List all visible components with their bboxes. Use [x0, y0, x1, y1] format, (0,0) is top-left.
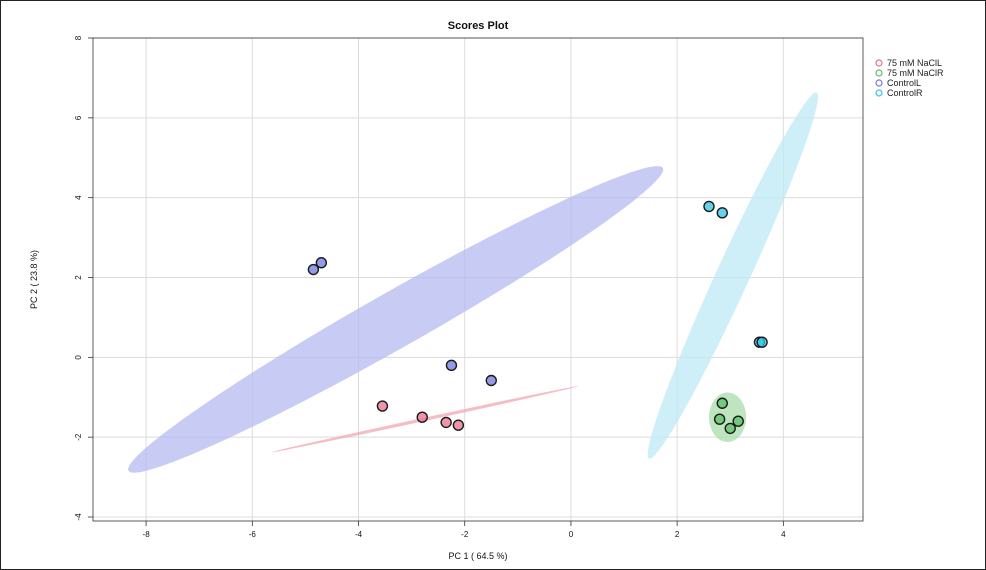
data-point — [307, 263, 320, 276]
data-point — [703, 200, 715, 213]
data-point — [716, 397, 728, 409]
x-tick-label: -8 — [143, 530, 151, 539]
y-tick-label: 2 — [74, 275, 83, 280]
confidence-ellipse — [647, 92, 819, 459]
legend-label: 75 mM NaClR — [887, 68, 944, 78]
y-tick-label: -2 — [74, 433, 83, 441]
chart-title: Scores Plot — [448, 20, 509, 32]
confidence-ellipses — [128, 92, 819, 473]
data-point — [416, 411, 428, 423]
y-tick-label: -4 — [74, 513, 83, 521]
data-point — [452, 419, 465, 431]
data-point — [724, 422, 736, 435]
legend-label: ControlL — [887, 78, 921, 88]
legend-marker — [875, 59, 883, 67]
y-tick-label: 6 — [74, 115, 83, 120]
legend-marker — [875, 79, 883, 87]
x-tick-label: 2 — [675, 530, 680, 539]
data-point — [440, 416, 452, 429]
plot-border — [92, 37, 864, 522]
x-tick-label: 4 — [781, 530, 786, 539]
data-point — [376, 400, 389, 412]
legend-label: 75 mM NaClL — [887, 58, 942, 68]
data-points — [307, 200, 768, 435]
data-point — [713, 413, 726, 425]
data-point — [716, 207, 728, 219]
data-point — [732, 415, 744, 427]
axes: -8 -6 -4 -2 0 2 4 -4 -2 0 2 4 6 8 — [74, 35, 864, 539]
y-tick-label: 4 — [74, 195, 83, 200]
x-tick-label: -2 — [461, 530, 469, 539]
y-tick-label: 8 — [74, 35, 83, 40]
legend-label: ControlR — [887, 88, 923, 98]
x-tick-label: -6 — [249, 530, 257, 539]
x-tick-label: 0 — [569, 530, 574, 539]
data-point — [485, 374, 497, 387]
legend-marker — [875, 69, 883, 77]
data-point — [315, 257, 328, 269]
x-axis-label: PC 1 ( 64.5 %) — [448, 551, 507, 561]
confidence-ellipse — [128, 166, 664, 473]
x-tick-label: -4 — [355, 530, 363, 539]
data-point — [756, 336, 768, 348]
y-axis-label: PC 2 ( 23.8 %) — [29, 250, 39, 309]
data-point — [445, 359, 458, 372]
y-tick-label: 0 — [74, 355, 83, 360]
legend-marker — [875, 89, 883, 97]
